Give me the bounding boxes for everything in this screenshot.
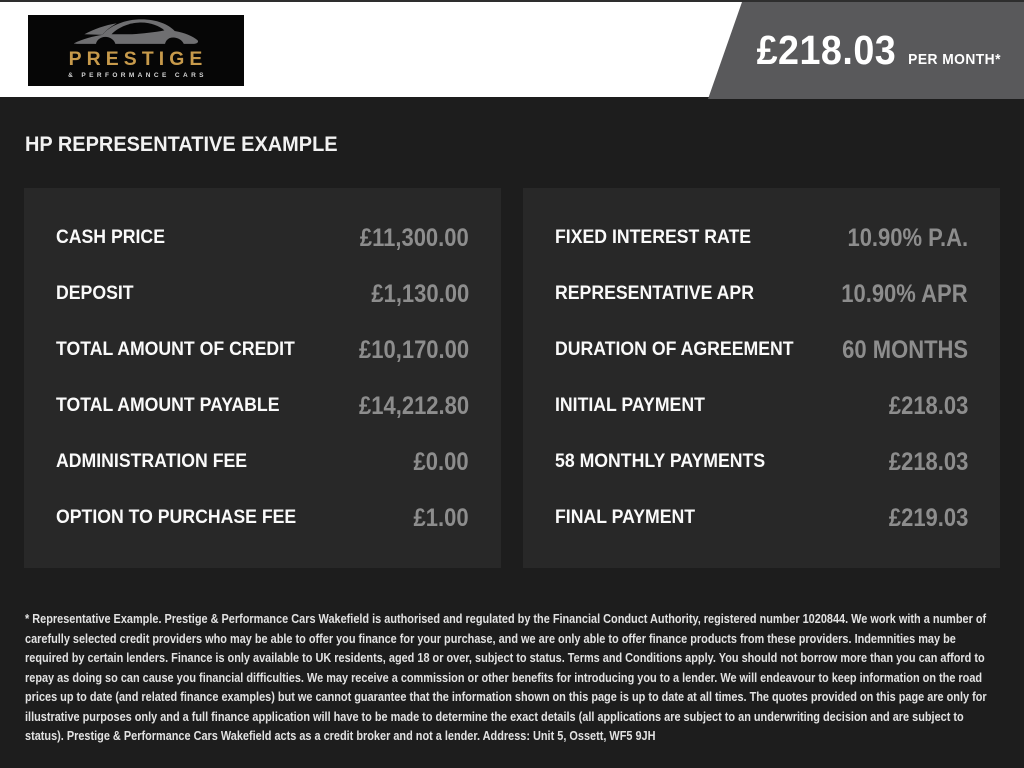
table-row: INITIAL PAYMENT £218.03: [555, 378, 968, 434]
row-label: REPRESENTATIVE APR: [555, 283, 754, 304]
sports-car-icon: [61, 17, 211, 51]
table-row: FINAL PAYMENT £219.03: [555, 490, 968, 546]
row-label: DURATION OF AGREEMENT: [555, 339, 794, 360]
row-value: £11,300.00: [360, 223, 469, 252]
row-value: 60 MONTHS: [842, 335, 968, 364]
table-row: CASH PRICE £11,300.00: [56, 210, 469, 266]
row-value: £14,212.80: [358, 391, 469, 420]
table-row: 58 MONTHLY PAYMENTS £218.03: [555, 434, 968, 490]
row-label: CASH PRICE: [56, 227, 165, 248]
row-label: INITIAL PAYMENT: [555, 395, 705, 416]
row-label: FIXED INTEREST RATE: [555, 227, 752, 248]
table-row: ADMINISTRATION FEE £0.00: [56, 434, 469, 490]
table-row: OPTION TO PURCHASE FEE £1.00: [56, 490, 469, 546]
finance-panel-left: CASH PRICE £11,300.00 DEPOSIT £1,130.00 …: [24, 188, 501, 568]
row-value: 10.90% APR: [841, 279, 968, 308]
row-value: £1,130.00: [371, 279, 469, 308]
top-header: PRESTIGE & PERFORMANCE CARS £218.03 PER …: [0, 0, 1024, 99]
table-row: FIXED INTEREST RATE 10.90% P.A.: [555, 210, 968, 266]
table-row: TOTAL AMOUNT OF CREDIT £10,170.00: [56, 322, 469, 378]
legal-disclaimer: * Representative Example. Prestige & Per…: [25, 612, 987, 743]
page-title: HP REPRESENTATIVE EXAMPLE: [25, 133, 338, 156]
monthly-price-period: PER MONTH*: [908, 51, 1002, 68]
row-label: ADMINISTRATION FEE: [56, 451, 248, 472]
row-label: TOTAL AMOUNT PAYABLE: [56, 395, 280, 416]
dealer-logo[interactable]: PRESTIGE & PERFORMANCE CARS: [28, 15, 244, 86]
table-row: DURATION OF AGREEMENT 60 MONTHS: [555, 322, 968, 378]
logo-tagline-text: & PERFORMANCE CARS: [68, 72, 207, 79]
row-label: TOTAL AMOUNT OF CREDIT: [56, 339, 295, 360]
row-value: £219.03: [888, 503, 968, 532]
row-value: £10,170.00: [358, 335, 469, 364]
row-label: DEPOSIT: [56, 283, 134, 304]
monthly-price-amount: £218.03: [756, 27, 897, 73]
row-value: £218.03: [888, 391, 968, 420]
row-value: £0.00: [413, 447, 469, 476]
monthly-price-badge: £218.03 PER MONTH*: [708, 2, 1024, 99]
finance-panels: CASH PRICE £11,300.00 DEPOSIT £1,130.00 …: [24, 188, 1000, 568]
table-row: DEPOSIT £1,130.00: [56, 266, 469, 322]
row-label: FINAL PAYMENT: [555, 507, 696, 528]
row-value: £1.00: [413, 503, 469, 532]
row-value: £218.03: [888, 447, 968, 476]
logo-brand-text: PRESTIGE: [69, 49, 208, 70]
table-row: REPRESENTATIVE APR 10.90% APR: [555, 266, 968, 322]
finance-panel-right: FIXED INTEREST RATE 10.90% P.A. REPRESEN…: [523, 188, 1000, 568]
table-row: TOTAL AMOUNT PAYABLE £14,212.80: [56, 378, 469, 434]
row-label: 58 MONTHLY PAYMENTS: [555, 451, 766, 472]
row-value: 10.90% P.A.: [847, 223, 968, 252]
row-label: OPTION TO PURCHASE FEE: [56, 507, 297, 528]
